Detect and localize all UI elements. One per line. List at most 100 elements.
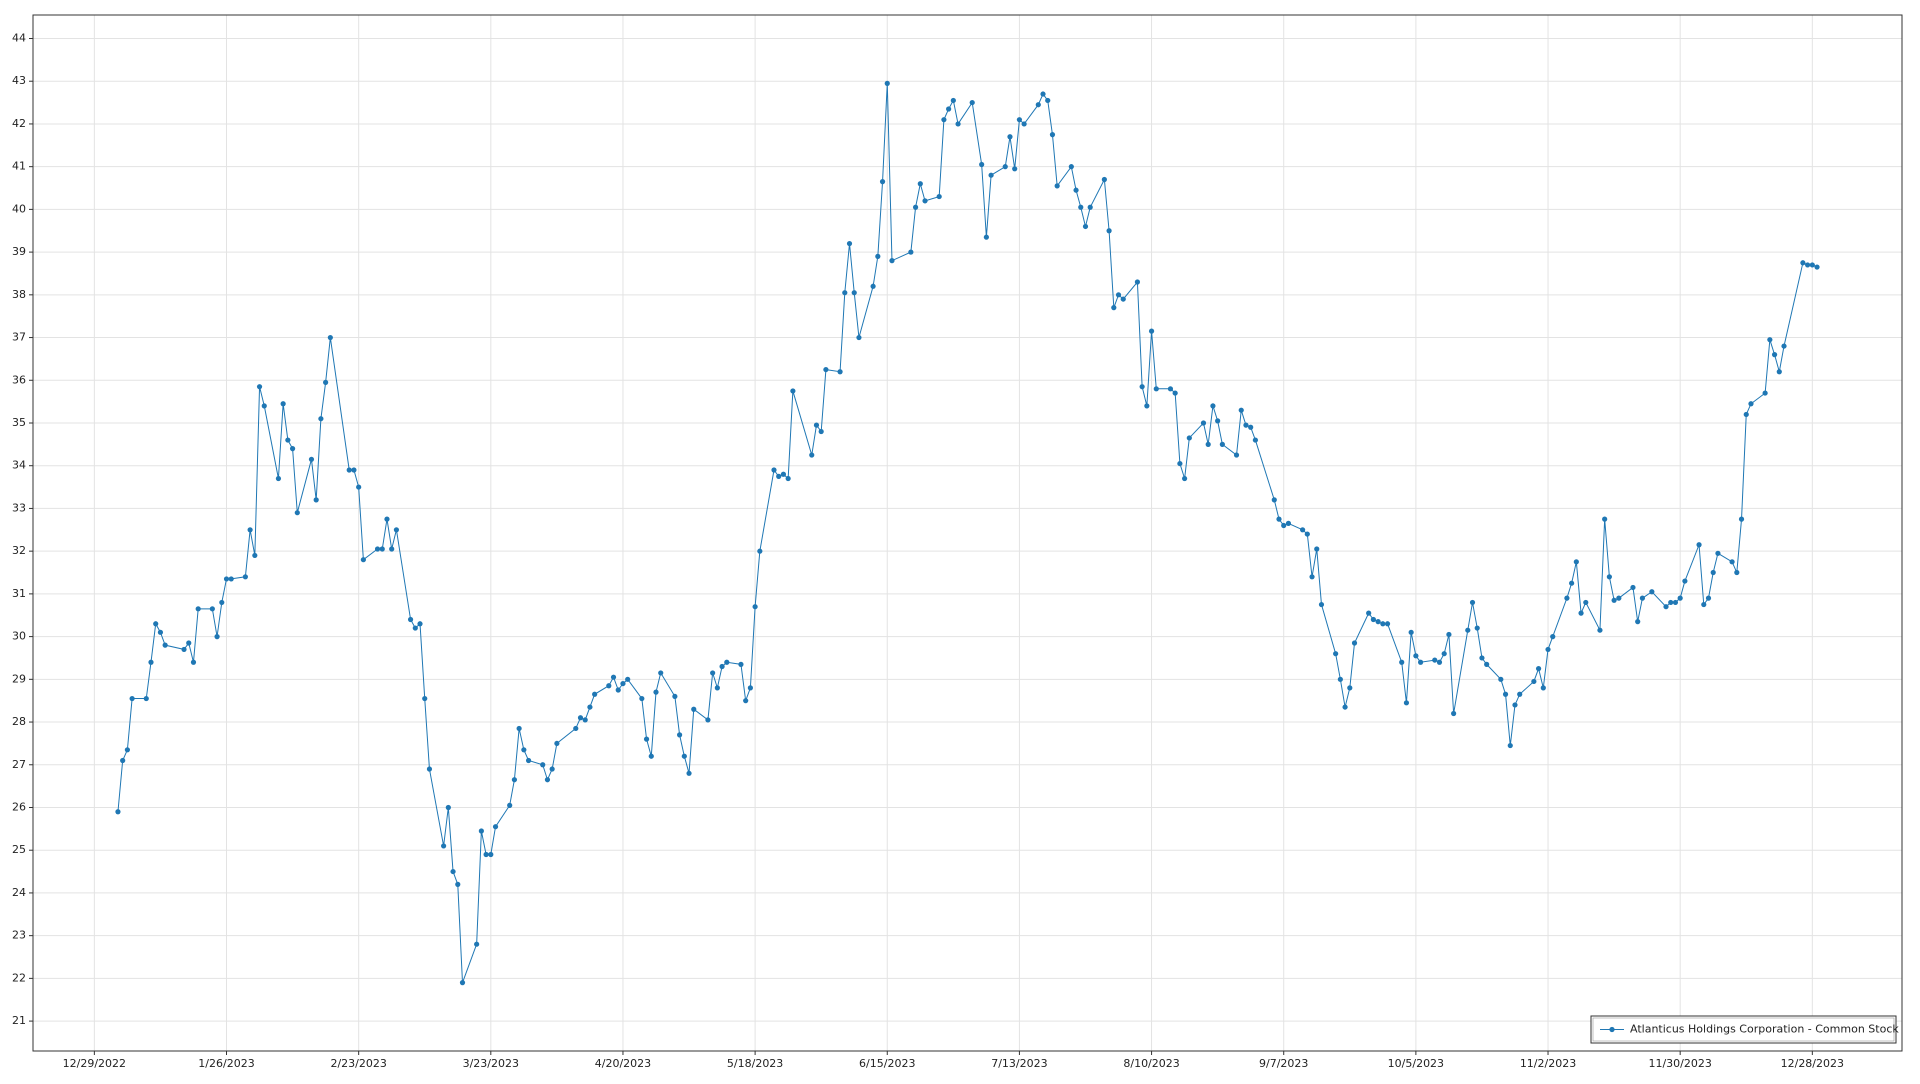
y-tick-label: 23 bbox=[12, 929, 26, 942]
series-line bbox=[117, 83, 1818, 983]
data-point bbox=[691, 706, 697, 712]
data-point bbox=[521, 747, 527, 753]
data-point bbox=[672, 693, 678, 700]
data-point bbox=[153, 621, 159, 627]
data-point bbox=[1502, 691, 1509, 697]
data-point bbox=[289, 446, 296, 452]
data-point bbox=[1436, 659, 1443, 665]
data-point bbox=[1200, 420, 1207, 426]
y-tick-label: 35 bbox=[12, 416, 26, 429]
data-point bbox=[1611, 597, 1617, 603]
data-point bbox=[757, 548, 763, 554]
data-point bbox=[1045, 97, 1051, 104]
data-point bbox=[1517, 691, 1523, 697]
data-point bbox=[1399, 659, 1405, 665]
data-point bbox=[620, 680, 626, 687]
data-point bbox=[1663, 604, 1669, 610]
data-point bbox=[1333, 651, 1339, 657]
y-tick-label: 28 bbox=[12, 715, 26, 728]
data-point bbox=[412, 625, 418, 631]
data-point bbox=[379, 546, 385, 552]
data-point bbox=[658, 670, 664, 676]
y-tick-label: 43 bbox=[12, 74, 26, 87]
data-point bbox=[1384, 621, 1391, 627]
x-tick-label: 2/23/2023 bbox=[330, 1057, 386, 1070]
data-point bbox=[1233, 452, 1240, 458]
data-point bbox=[422, 695, 428, 702]
data-point bbox=[1550, 634, 1556, 640]
data-point bbox=[1474, 625, 1480, 631]
data-point bbox=[1743, 411, 1749, 418]
data-point bbox=[837, 369, 843, 375]
x-tick-label: 4/20/2023 bbox=[595, 1057, 651, 1070]
data-point bbox=[1049, 132, 1056, 138]
data-point bbox=[483, 851, 489, 858]
data-point bbox=[681, 753, 687, 759]
y-tick-label: 33 bbox=[12, 501, 26, 514]
data-point bbox=[785, 475, 791, 482]
data-point bbox=[157, 629, 164, 635]
data-point bbox=[1285, 520, 1292, 526]
data-point bbox=[969, 99, 975, 106]
y-tick-label: 38 bbox=[12, 288, 26, 301]
data-point bbox=[407, 616, 414, 623]
data-point bbox=[856, 334, 862, 341]
data-point bbox=[1767, 337, 1773, 343]
data-point bbox=[540, 762, 546, 768]
data-point bbox=[1809, 262, 1815, 268]
x-tick-label: 12/29/2022 bbox=[63, 1057, 126, 1070]
y-tick-label: 36 bbox=[12, 373, 26, 386]
y-tick-label: 34 bbox=[12, 459, 26, 472]
data-point bbox=[1271, 497, 1277, 503]
x-tick-label: 7/13/2023 bbox=[991, 1057, 1047, 1070]
data-point bbox=[653, 689, 659, 695]
data-point bbox=[610, 674, 617, 680]
data-point bbox=[1649, 589, 1655, 595]
data-point bbox=[1606, 574, 1612, 580]
data-point bbox=[1616, 595, 1622, 601]
plot-frame bbox=[32, 14, 1903, 1052]
data-point bbox=[313, 497, 319, 503]
data-point bbox=[186, 640, 192, 646]
data-point bbox=[842, 290, 848, 296]
x-tick-label: 3/23/2023 bbox=[463, 1057, 519, 1070]
data-point bbox=[492, 824, 499, 830]
data-point bbox=[162, 642, 168, 648]
data-point bbox=[1012, 166, 1018, 172]
x-tick-label: 11/30/2023 bbox=[1648, 1057, 1711, 1070]
y-tick-label: 22 bbox=[12, 971, 26, 984]
data-point bbox=[648, 753, 654, 759]
data-point bbox=[917, 181, 923, 187]
y-tick-label: 29 bbox=[12, 672, 26, 685]
data-point bbox=[261, 403, 267, 409]
data-point bbox=[724, 659, 730, 665]
data-point bbox=[1007, 134, 1013, 140]
data-point bbox=[1701, 601, 1707, 608]
data-point bbox=[1040, 91, 1046, 97]
data-point bbox=[1602, 516, 1608, 522]
data-point bbox=[1318, 601, 1325, 608]
data-point bbox=[554, 740, 560, 747]
data-point bbox=[606, 683, 612, 689]
data-point bbox=[643, 736, 650, 742]
data-point bbox=[1408, 629, 1414, 635]
data-point bbox=[771, 467, 777, 473]
data-point bbox=[1469, 599, 1476, 606]
data-point bbox=[710, 670, 716, 676]
data-point bbox=[294, 510, 300, 516]
data-point bbox=[592, 691, 598, 697]
data-point bbox=[1177, 460, 1183, 467]
data-point bbox=[1535, 666, 1542, 672]
data-point bbox=[1432, 657, 1438, 663]
data-point bbox=[1120, 296, 1126, 302]
data-point bbox=[912, 204, 919, 210]
data-point bbox=[1545, 646, 1551, 653]
y-tick-label: 21 bbox=[12, 1014, 26, 1027]
y-tick-label: 41 bbox=[12, 160, 26, 173]
data-point bbox=[148, 659, 154, 665]
data-point bbox=[1366, 610, 1372, 616]
data-point bbox=[1101, 176, 1107, 183]
data-point bbox=[1597, 627, 1603, 633]
data-point bbox=[1139, 384, 1145, 390]
data-point bbox=[455, 881, 461, 887]
